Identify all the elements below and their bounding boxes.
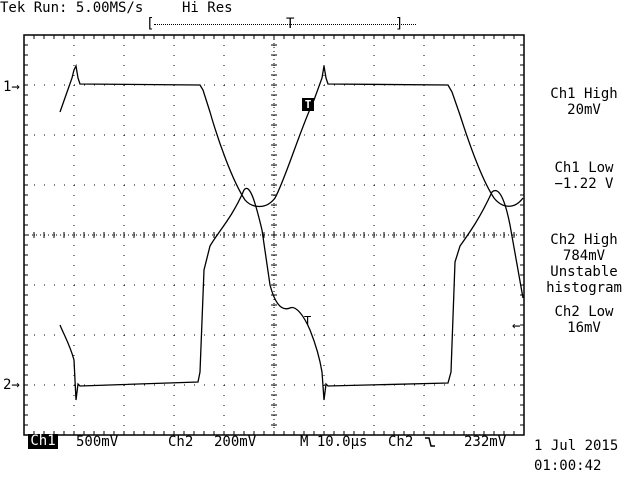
ch2-trace (59, 187, 524, 401)
record-trigger-marker: T (286, 16, 295, 32)
trigger-source: Ch2 (388, 434, 414, 450)
measurement-title: Ch1 High (550, 86, 618, 102)
ch1-label[interactable]: Ch1 (28, 434, 58, 449)
trigger-level-value: 232mV (464, 434, 507, 450)
measurement-title: Ch1 Low (554, 160, 614, 176)
measurement-title: Ch2 Low (554, 304, 614, 320)
trigger-point-marker: T (302, 98, 314, 111)
ch2-scale: 200mV (214, 434, 257, 450)
acquisition-mode: Hi Res (182, 0, 233, 16)
ch1-scale: 500mV (76, 434, 119, 450)
measurement-ch2-high: Ch2 High 784mV Unstable histogram (528, 232, 640, 296)
measurement-note: Unstable (550, 264, 618, 280)
record-left-bracket: [ (146, 16, 155, 32)
time: 01:00:42 (534, 458, 602, 474)
ch1-trace (59, 63, 524, 208)
acquisition-status: Tek Run: 5.00MS/s (0, 0, 144, 16)
measurement-ch1-high: Ch1 High 20mV (528, 86, 640, 118)
measurement-note: histogram (546, 280, 622, 296)
ch1-level-marker[interactable]: 1→ (3, 79, 20, 95)
trace-trigger-marker: T (304, 314, 312, 328)
date: 1 Jul 2015 (534, 438, 619, 454)
measurement-ch2-low: Ch2 Low 16mV (528, 304, 640, 336)
falling-edge-icon (425, 437, 435, 447)
measurement-title: Ch2 High (550, 232, 618, 248)
measurement-value: 784mV (562, 248, 606, 264)
measurement-value: 16mV (567, 320, 601, 336)
record-view-bar (154, 24, 416, 25)
record-right-bracket: ] (395, 16, 404, 32)
trigger-level-arrow[interactable]: ← (512, 318, 521, 334)
timebase: M 10.0µs (300, 434, 368, 450)
measurement-value: 20mV (567, 102, 601, 118)
ch2-level-marker[interactable]: 2→ (3, 377, 20, 393)
measurement-value: −1.22 V (554, 176, 614, 192)
ch2-label[interactable]: Ch2 (168, 434, 194, 450)
measurement-ch1-low: Ch1 Low −1.22 V (528, 160, 640, 192)
